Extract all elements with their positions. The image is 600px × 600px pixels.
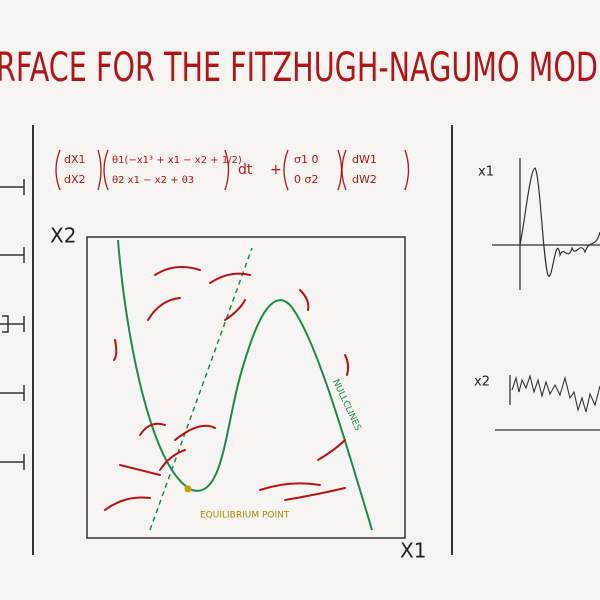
sliders xyxy=(0,179,25,470)
eq-text: dX2 xyxy=(64,173,86,186)
eq-text: + xyxy=(270,162,282,178)
axis-label: X2 xyxy=(50,224,76,248)
plot-frame xyxy=(86,236,406,539)
slider[interactable] xyxy=(0,247,25,263)
eq-text: 0 σ2 xyxy=(294,173,318,186)
equation: dX1 dX2 θ1(−x1³ + x1 − x2 + 1/2) θ2 x1 −… xyxy=(55,149,410,191)
slider[interactable] xyxy=(0,315,25,333)
slider[interactable] xyxy=(0,454,25,470)
eq-text: dW1 xyxy=(352,153,377,166)
trace-axes xyxy=(492,158,600,290)
eq-text: σ1 0 xyxy=(294,153,318,166)
equilibrium-point xyxy=(184,485,192,493)
trace-label: x1 xyxy=(478,165,494,180)
slider[interactable] xyxy=(0,385,25,401)
trace-label: x2 xyxy=(474,375,490,390)
trace-axes xyxy=(495,375,600,431)
eq-text: θ2 x1 − x2 + θ3 xyxy=(112,175,194,186)
eq-text: θ1(−x1³ + x1 − x2 + 1/2) xyxy=(112,155,242,166)
trace-x2 xyxy=(511,374,600,413)
flow-arrows xyxy=(104,265,350,511)
axis-label: X1 xyxy=(400,539,426,563)
linear-nullcline xyxy=(149,247,253,531)
brackets xyxy=(55,149,410,191)
trace-x1 xyxy=(519,167,600,277)
eq-text: dW2 xyxy=(352,173,377,186)
slider[interactable] xyxy=(0,179,25,195)
title: RFACE FOR THE FITZHUGH-NAGUMO MODE xyxy=(0,45,600,91)
cubic-nullcline xyxy=(117,239,373,531)
equilibrium-label: EQUILIBRIUM POINT xyxy=(200,511,290,521)
eq-text: dt xyxy=(238,162,253,178)
eq-text: dX1 xyxy=(64,153,86,166)
